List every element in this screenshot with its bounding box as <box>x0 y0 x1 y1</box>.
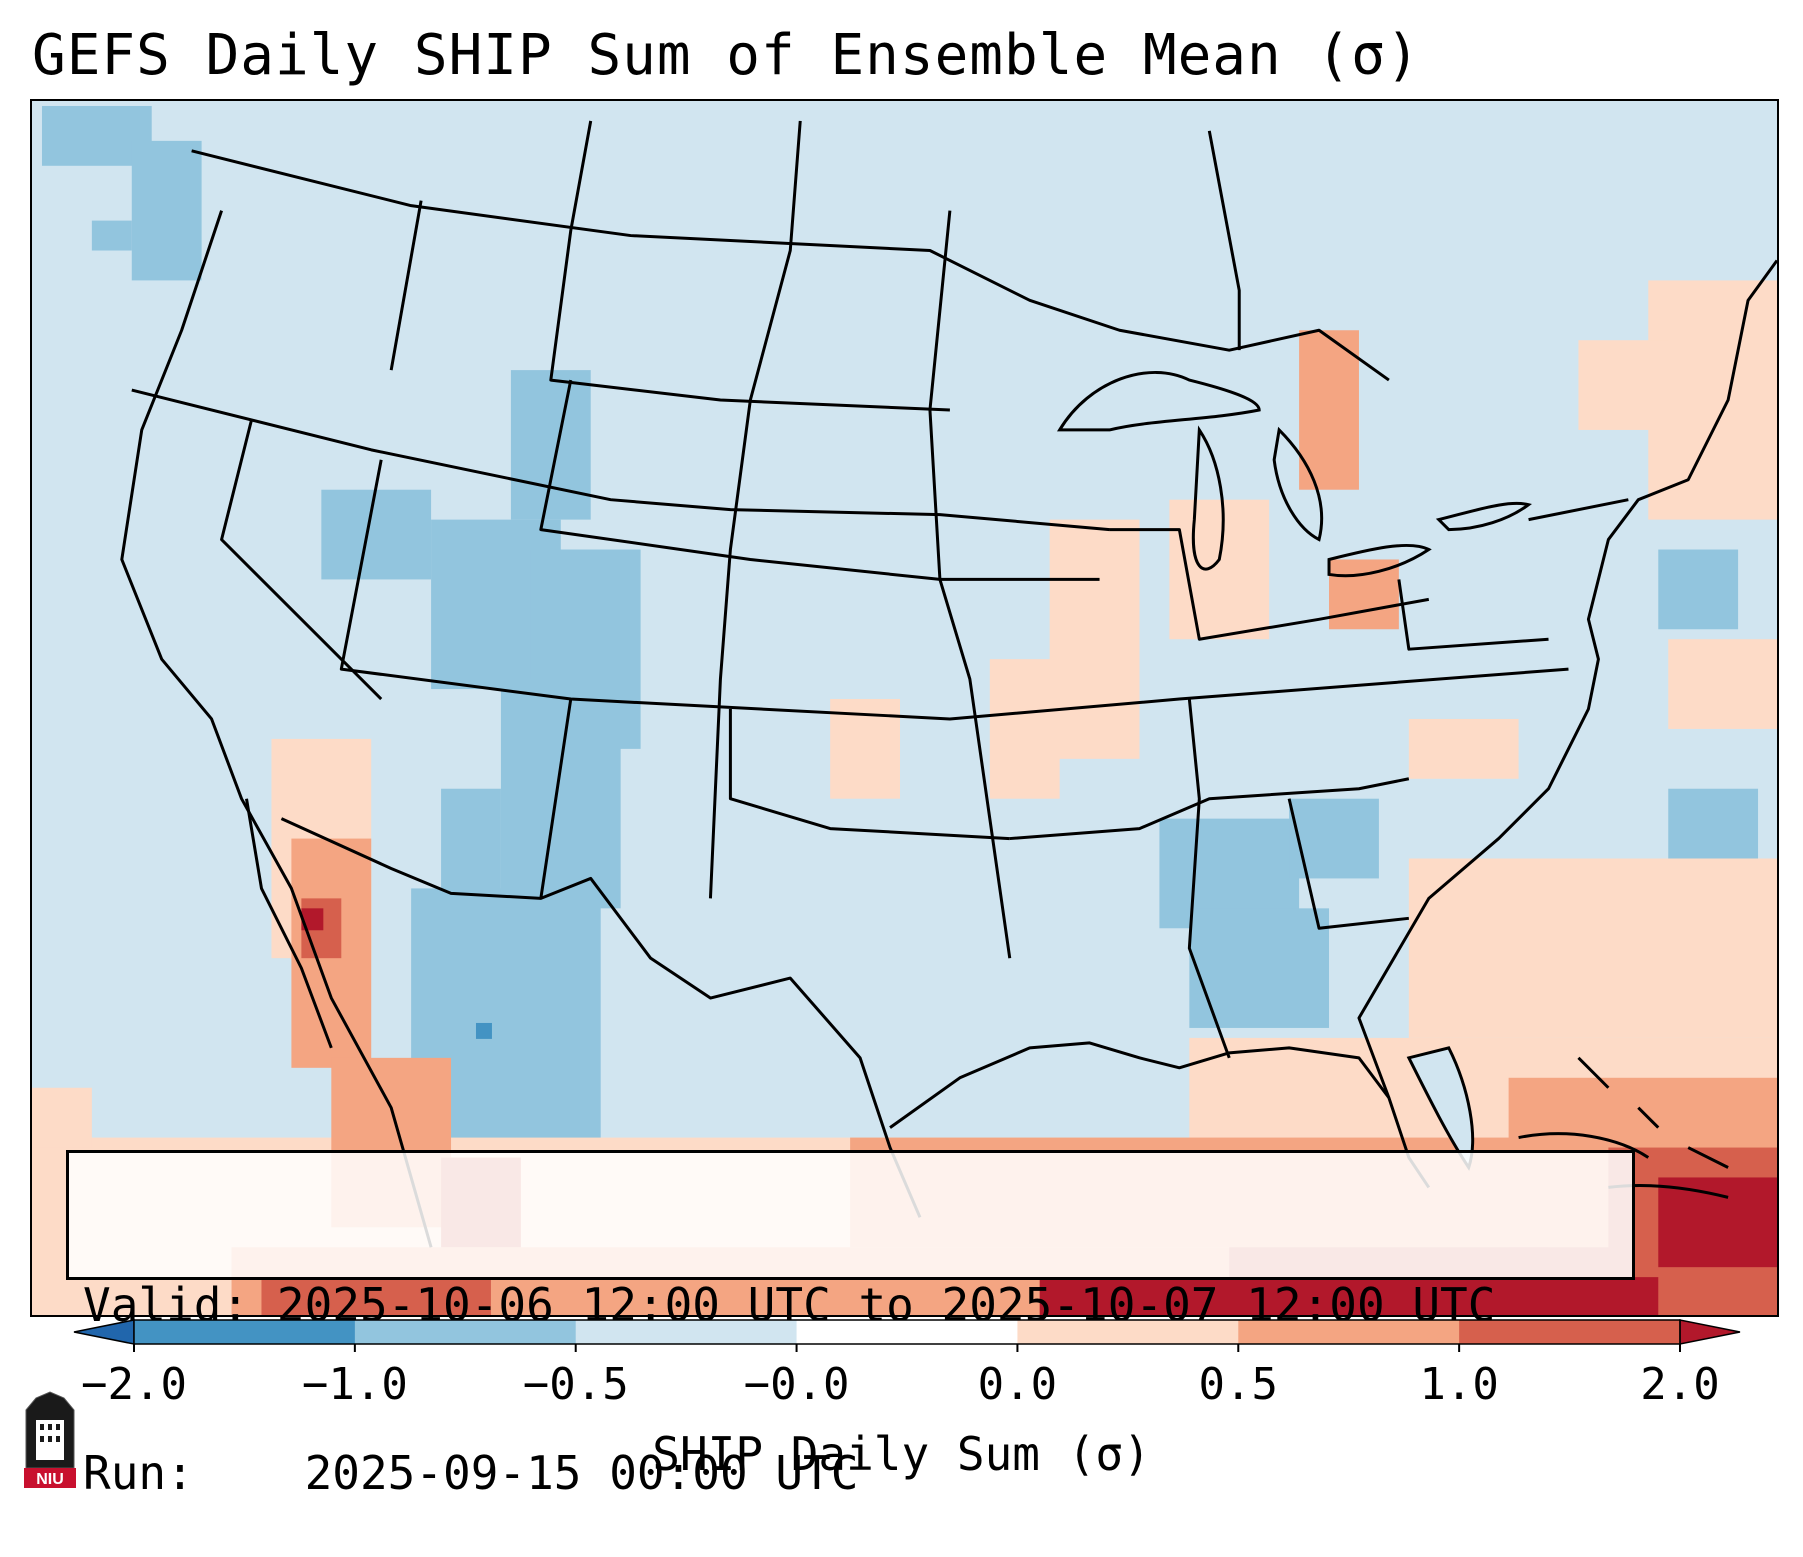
colorbar-segment <box>1459 1320 1681 1344</box>
niu-logo-image: NIU <box>24 1391 76 1488</box>
colorbar-outline <box>133 1319 1681 1345</box>
colorbar-tick-label: −2.0 <box>81 1359 187 1410</box>
plot-title: GEFS Daily SHIP Sum of Ensemble Mean (σ) <box>32 23 1421 88</box>
colorbar-label: SHIP Daily Sum (σ) <box>652 1427 1151 1481</box>
strong-negative-cell <box>475 1022 492 1039</box>
colorbar-extend-low <box>73 1319 135 1345</box>
colorbar-tick-label: 1.0 <box>1419 1359 1499 1410</box>
colorbar-extend-high <box>1679 1319 1741 1345</box>
great-lakes <box>1056 371 1532 578</box>
boundary-lines <box>120 120 1777 1248</box>
niu-logo: NIU <box>22 1390 78 1490</box>
colorbar-segment <box>354 1320 577 1344</box>
niu-logo-text: NIU <box>36 1471 64 1488</box>
run-value: 2025-09-15 00:00 UTC <box>304 1446 859 1500</box>
map-svg <box>32 101 1777 1315</box>
colorbar-tick-label: 2.0 <box>1640 1359 1720 1410</box>
valid-run-info-box: Valid: 2025-10-06 12:00 UTC to 2025-10-0… <box>66 1150 1635 1500</box>
colorbar-tick-label: −0.0 <box>743 1359 850 1410</box>
colorbar-tick-label: −0.5 <box>522 1359 629 1410</box>
run-row: Run: 2025-09-15 00:00 UTC <box>83 1445 1618 1501</box>
colorbar-segment <box>1017 1320 1239 1344</box>
colorbar-tick-label: 0.0 <box>977 1359 1058 1410</box>
colorbar <box>73 1319 1741 1352</box>
negative-anomaly-areas <box>41 105 1759 1315</box>
run-label: Run: <box>83 1446 194 1500</box>
map-panel <box>30 99 1779 1317</box>
colorbar-tick-label: −1.0 <box>301 1359 408 1410</box>
colorbar-tick-label: 0.5 <box>1198 1359 1279 1410</box>
colorbar-svg <box>73 1319 1741 1352</box>
positive-max-areas <box>301 908 1777 1315</box>
colorbar-segment <box>1238 1320 1460 1344</box>
colorbar-segment <box>134 1320 356 1344</box>
colorbar-segment <box>796 1320 1018 1344</box>
colorbar-segment <box>575 1320 798 1344</box>
